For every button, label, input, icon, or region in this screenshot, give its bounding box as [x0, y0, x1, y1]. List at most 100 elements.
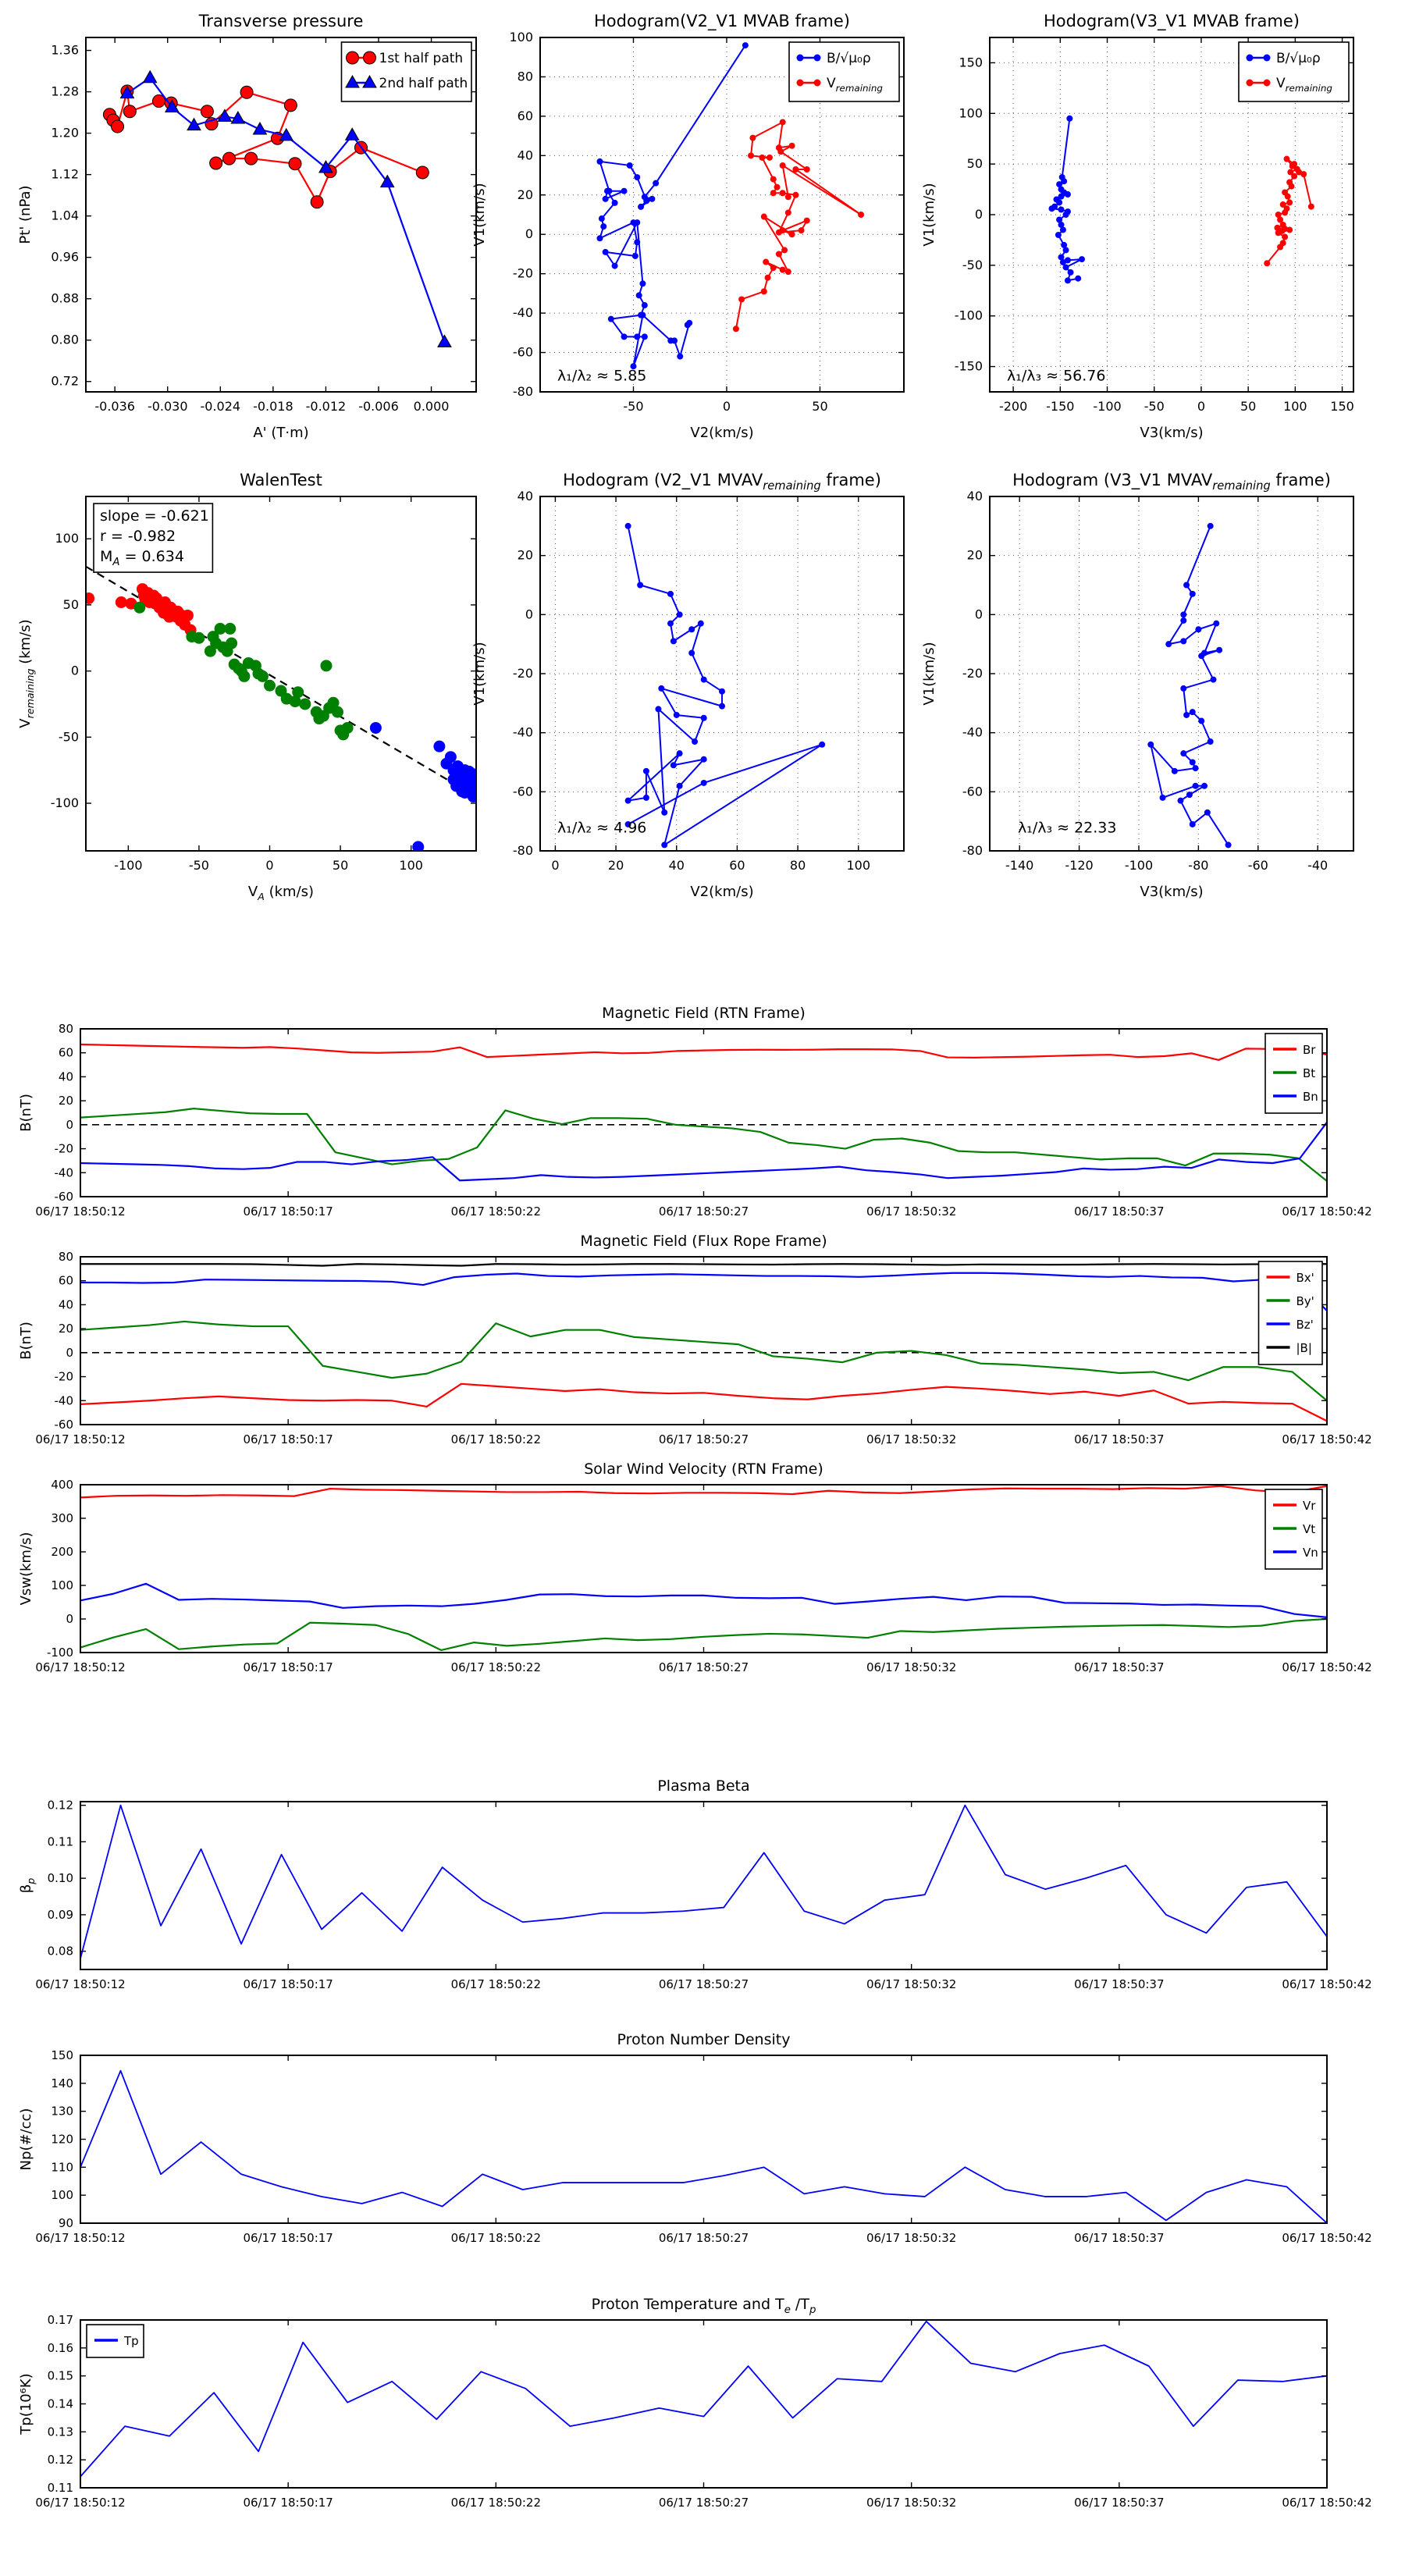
svg-text:Transverse pressure: Transverse pressure — [198, 12, 364, 30]
svg-text:0: 0 — [66, 1612, 73, 1626]
svg-text:Bn: Bn — [1303, 1090, 1318, 1104]
svg-text:06/17 18:50:37: 06/17 18:50:37 — [1074, 2496, 1164, 2510]
svg-text:-120: -120 — [1065, 858, 1093, 873]
svg-text:20: 20 — [59, 1094, 73, 1108]
svg-text:-20: -20 — [513, 266, 533, 281]
svg-text:06/17 18:50:32: 06/17 18:50:32 — [866, 1204, 956, 1219]
svg-text:50: 50 — [63, 597, 79, 612]
svg-text:-150: -150 — [1046, 399, 1074, 414]
svg-text:60: 60 — [729, 858, 745, 873]
svg-text:120: 120 — [51, 2133, 73, 2147]
svg-text:06/17 18:50:32: 06/17 18:50:32 — [866, 1432, 956, 1446]
svg-text:V3(km/s): V3(km/s) — [1140, 884, 1203, 900]
svg-text:0.08: 0.08 — [48, 1944, 73, 1959]
svg-text:100: 100 — [509, 30, 533, 44]
svg-text:B(nT): B(nT) — [18, 1094, 34, 1132]
svg-text:06/17 18:50:12: 06/17 18:50:12 — [35, 1432, 125, 1446]
svg-text:1st half path: 1st half path — [379, 51, 464, 66]
chart-transverse-pressure: -0.036 -0.030 -0.024 -0.018 -0.012 -0.006 0.00… — [17, 12, 477, 441]
svg-text:λ₁/λ₃ ≈ 56.76: λ₁/λ₃ ≈ 56.76 — [1007, 368, 1106, 385]
svg-text:06/17 18:50:12: 06/17 18:50:12 — [35, 1977, 125, 1991]
svg-text:0.88: 0.88 — [51, 291, 79, 306]
svg-text:-50: -50 — [1144, 399, 1165, 414]
svg-text:r = -0.982: r = -0.982 — [100, 528, 176, 545]
svg-text:-60: -60 — [513, 784, 533, 799]
svg-text:40: 40 — [59, 1069, 73, 1083]
svg-text:-80: -80 — [513, 384, 533, 399]
svg-text:140: 140 — [51, 2076, 73, 2090]
svg-text:06/17 18:50:32: 06/17 18:50:32 — [866, 1660, 956, 1674]
svg-text:90: 90 — [59, 2216, 73, 2230]
svg-text:0: 0 — [975, 607, 983, 621]
svg-text:-40: -40 — [962, 725, 983, 740]
svg-text:slope = -0.621: slope = -0.621 — [100, 507, 209, 525]
svg-text:0.96: 0.96 — [51, 250, 79, 265]
svg-text:100: 100 — [55, 531, 79, 546]
svg-text:0.13: 0.13 — [48, 2425, 73, 2439]
svg-text:40: 40 — [518, 148, 533, 162]
svg-text:Solar Wind Velocity (RTN Frame: Solar Wind Velocity (RTN Frame) — [584, 1461, 823, 1478]
svg-text:0.80: 0.80 — [51, 333, 79, 347]
svg-text:06/17 18:50:17: 06/17 18:50:17 — [243, 2496, 333, 2510]
svg-text:-200: -200 — [999, 399, 1027, 414]
svg-text:-50: -50 — [962, 258, 983, 272]
svg-text:100: 100 — [51, 2188, 73, 2202]
svg-text:By': By' — [1297, 1294, 1314, 1308]
svg-text:100: 100 — [51, 1578, 73, 1592]
svg-text:100: 100 — [399, 858, 423, 873]
svg-text:0.000: 0.000 — [414, 399, 450, 414]
svg-text:0: 0 — [525, 226, 533, 241]
svg-text:-100: -100 — [1093, 399, 1121, 414]
svg-text:06/17 18:50:22: 06/17 18:50:22 — [451, 1660, 541, 1674]
svg-text:100: 100 — [959, 105, 983, 120]
svg-text:Plasma Beta: Plasma Beta — [657, 1777, 749, 1795]
chart-hodogram-v3v1-mvav: -140 -120 -100 -80 -60 -40 -80 -60 -40 -20 0 20 40 Ho… — [921, 471, 1354, 900]
svg-text:06/17 18:50:17: 06/17 18:50:17 — [243, 2231, 333, 2245]
svg-text:06/17 18:50:12: 06/17 18:50:12 — [35, 2231, 125, 2245]
svg-text:1.12: 1.12 — [51, 167, 79, 182]
svg-text:-0.024: -0.024 — [201, 399, 241, 414]
svg-text:-40: -40 — [513, 305, 533, 320]
svg-text:06/17 18:50:37: 06/17 18:50:37 — [1074, 2231, 1164, 2245]
svg-text:-0.018: -0.018 — [253, 399, 293, 414]
svg-text:B(nT): B(nT) — [18, 1322, 34, 1360]
svg-text:20: 20 — [967, 548, 983, 563]
svg-text:-150: -150 — [955, 359, 983, 374]
svg-text:VA (km/s): VA (km/s) — [248, 884, 314, 901]
svg-text:Vremaining (km/s): Vremaining (km/s) — [17, 619, 36, 728]
svg-text:1.20: 1.20 — [51, 126, 79, 141]
svg-text:-100: -100 — [114, 858, 142, 873]
svg-text:100: 100 — [1283, 399, 1307, 414]
svg-text:0: 0 — [66, 1118, 73, 1132]
svg-text:-0.012: -0.012 — [306, 399, 347, 414]
svg-text:λ₁/λ₂ ≈ 5.85: λ₁/λ₂ ≈ 5.85 — [557, 368, 646, 385]
svg-text:80: 80 — [518, 69, 533, 84]
svg-text:B/√μ₀ρ: B/√μ₀ρ — [1276, 51, 1321, 66]
svg-text:0.12: 0.12 — [48, 1799, 73, 1813]
svg-text:-40: -40 — [513, 725, 533, 740]
svg-text:0: 0 — [265, 858, 273, 873]
svg-text:-0.006: -0.006 — [358, 399, 399, 414]
svg-text:06/17 18:50:27: 06/17 18:50:27 — [659, 1432, 749, 1446]
svg-text:06/17 18:50:12: 06/17 18:50:12 — [35, 2496, 125, 2510]
svg-text:60: 60 — [59, 1046, 73, 1060]
svg-text:V3(km/s): V3(km/s) — [1140, 425, 1203, 441]
svg-text:300: 300 — [51, 1511, 73, 1525]
svg-text:06/17 18:50:42: 06/17 18:50:42 — [1282, 1660, 1371, 1674]
chart-proton-temperature: 06/17 18:50:12 06/17 18:50:17 06/17 18:50:… — [18, 2296, 1372, 2510]
svg-text:-0.030: -0.030 — [148, 399, 188, 414]
svg-text:20: 20 — [518, 548, 533, 563]
svg-text:-50: -50 — [189, 858, 209, 873]
svg-text:06/17 18:50:42: 06/17 18:50:42 — [1282, 1977, 1371, 1991]
svg-text:Hodogram (V2_V1 MVAVremaining: Hodogram (V2_V1 MVAVremaining frame) — [563, 471, 881, 493]
svg-text:20: 20 — [59, 1322, 73, 1336]
svg-text:2nd half path: 2nd half path — [379, 76, 468, 91]
svg-text:80: 80 — [790, 858, 806, 873]
svg-text:WalenTest: WalenTest — [240, 471, 322, 489]
svg-text:V1(km/s): V1(km/s) — [471, 642, 488, 705]
svg-text:06/17 18:50:17: 06/17 18:50:17 — [243, 1432, 333, 1446]
chart-magnetic-field-flux-rope: 06/17 18:50:12 06/17 18:50:17 06/17 18:50:… — [18, 1233, 1372, 1446]
svg-text:40: 40 — [669, 858, 685, 873]
svg-text:V2(km/s): V2(km/s) — [690, 425, 753, 441]
svg-text:-40: -40 — [55, 1393, 74, 1407]
